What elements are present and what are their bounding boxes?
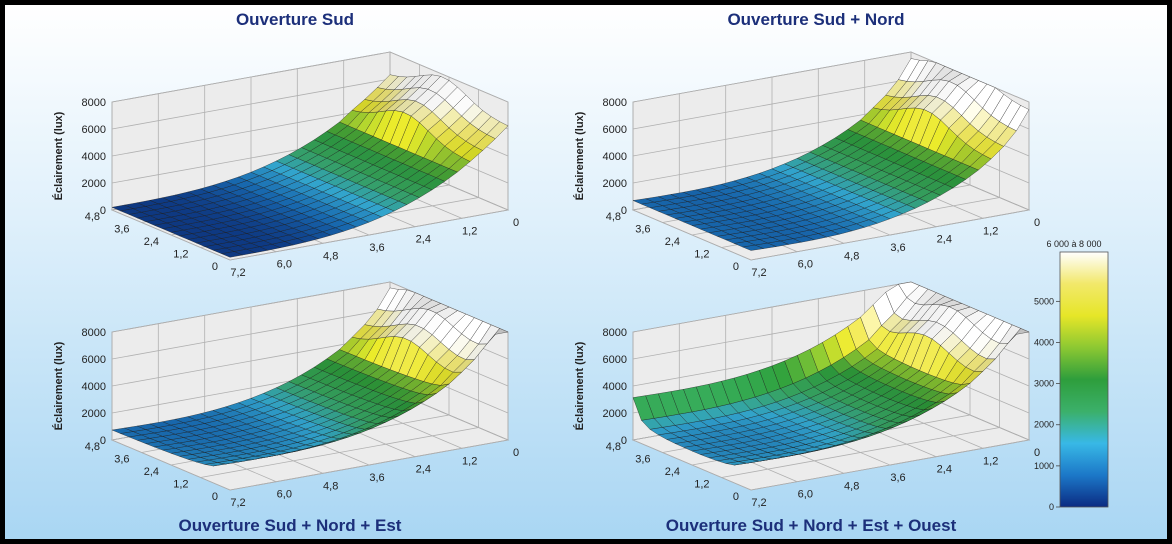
length-tick-label: 7,2 [751, 267, 766, 279]
colorbar-tick-label: 1000 [1034, 461, 1054, 471]
z-tick-label: 2000 [82, 178, 106, 190]
length-tick-label: 7,2 [751, 497, 766, 509]
chart-title: Ouverture Sud + Nord [727, 10, 904, 29]
colorbar-tick-label: 2000 [1034, 420, 1054, 430]
surface-cell [376, 74, 399, 90]
z-tick-label: 6000 [82, 354, 106, 366]
z-tick-label: 2000 [603, 408, 627, 420]
colorbar-tick-label: 0 [1049, 502, 1054, 512]
length-tick-label: 3,6 [890, 472, 905, 484]
length-tick-label: 2,4 [937, 234, 952, 246]
colorbar-tick-label: 4000 [1034, 337, 1054, 347]
length-tick-label: 0 [1034, 217, 1040, 229]
length-tick-label: 6,0 [798, 259, 813, 271]
depth-tick-label: 3,6 [114, 224, 129, 236]
length-tick-label: 6,0 [277, 489, 292, 501]
z-tick-label: 0 [100, 205, 106, 217]
depth-tick-label: 0 [212, 491, 218, 503]
length-tick-label: 3,6 [369, 242, 384, 254]
depth-tick-label: 1,2 [173, 479, 188, 491]
z-axis-label: Éclairement (lux) [573, 111, 586, 200]
surface-plot-2: 0 2000 4000 6000 8000 0 1,2 2,4 3,6 4,8 7,2 6,0 4,8 3… [573, 10, 1040, 279]
z-tick-label: 4000 [603, 151, 627, 163]
surface-cell [898, 281, 920, 298]
surface-plot-1: 0 2000 4000 6000 8000 0 1,2 2,4 3,6 4,8 7,2 6,0 4,8 3… [52, 10, 519, 279]
length-tick-label: 0 [513, 217, 519, 229]
depth-tick-label: 3,6 [635, 454, 650, 466]
length-tick-label: 2,4 [937, 464, 952, 476]
length-tick-label: 4,8 [323, 250, 338, 262]
length-tick-label: 3,6 [890, 242, 905, 254]
z-tick-label: 2000 [603, 178, 627, 190]
depth-tick-label: 3,6 [635, 224, 650, 236]
depth-tick-label: 4,8 [606, 211, 621, 223]
depth-tick-label: 1,2 [694, 479, 709, 491]
chart-title: Ouverture Sud + Nord + Est + Ouest [666, 516, 957, 535]
z-tick-label: 0 [621, 435, 627, 447]
z-tick-label: 0 [621, 205, 627, 217]
z-tick-label: 8000 [603, 327, 627, 339]
length-tick-label: 1,2 [983, 225, 998, 237]
colorbar-tick-label: 3000 [1034, 379, 1054, 389]
surface-cell [377, 287, 399, 311]
depth-tick-label: 2,4 [144, 466, 159, 478]
depth-tick-label: 4,8 [85, 441, 100, 453]
depth-tick-label: 2,4 [665, 466, 680, 478]
length-tick-label: 7,2 [230, 497, 245, 509]
z-tick-label: 6000 [82, 124, 106, 136]
length-tick-label: 6,0 [277, 259, 292, 271]
surface-mesh [111, 74, 509, 258]
length-tick-label: 0 [1034, 447, 1040, 459]
length-tick-label: 2,4 [416, 464, 431, 476]
length-tick-label: 4,8 [844, 480, 859, 492]
depth-tick-label: 0 [212, 261, 218, 273]
length-tick-label: 1,2 [462, 225, 477, 237]
surface-mesh [632, 281, 1030, 466]
length-tick-label: 0 [513, 447, 519, 459]
depth-tick-label: 0 [733, 261, 739, 273]
z-axis-label: Éclairement (lux) [52, 111, 65, 200]
depth-tick-label: 3,6 [114, 454, 129, 466]
depth-tick-label: 1,2 [694, 249, 709, 261]
surface-plots-figure: 0 2000 4000 6000 8000 0 1,2 2,4 3,6 4,8 7,2 6,0 4,8 3… [52, 10, 1109, 535]
z-axis-label: Éclairement (lux) [52, 341, 65, 430]
z-tick-label: 8000 [82, 97, 106, 109]
surface-plot-3: 0 2000 4000 6000 8000 0 1,2 2,4 3,6 4,8 7,2 6,0 4,8 3… [52, 281, 519, 535]
chart-title: Ouverture Sud [236, 10, 354, 29]
colorbar: 0 1000 2000 3000 4000 5000 6 000 à 8 000 [1034, 239, 1109, 512]
surface-plot-4: 0 2000 4000 6000 8000 0 1,2 2,4 3,6 4,8 7,2 6,0 4,8 3… [573, 281, 1040, 535]
z-tick-label: 4000 [82, 151, 106, 163]
depth-tick-label: 0 [733, 491, 739, 503]
length-tick-label: 6,0 [798, 489, 813, 501]
length-tick-label: 7,2 [230, 267, 245, 279]
surface-mesh [111, 287, 509, 467]
chart-title: Ouverture Sud + Nord + Est [179, 516, 402, 535]
length-tick-label: 2,4 [416, 234, 431, 246]
z-tick-label: 0 [100, 435, 106, 447]
z-tick-label: 4000 [603, 381, 627, 393]
colorbar-top-label: 6 000 à 8 000 [1046, 239, 1101, 249]
length-tick-label: 4,8 [323, 480, 338, 492]
z-tick-label: 8000 [82, 327, 106, 339]
length-tick-label: 4,8 [844, 250, 859, 262]
depth-tick-label: 4,8 [85, 211, 100, 223]
z-axis-label: Éclairement (lux) [573, 341, 586, 430]
figure-frame: 0 2000 4000 6000 8000 0 1,2 2,4 3,6 4,8 7,2 6,0 4,8 3… [5, 5, 1167, 539]
z-tick-label: 2000 [82, 408, 106, 420]
depth-tick-label: 2,4 [665, 236, 680, 248]
z-tick-label: 6000 [603, 124, 627, 136]
length-tick-label: 1,2 [983, 455, 998, 467]
z-tick-label: 8000 [603, 97, 627, 109]
z-tick-label: 6000 [603, 354, 627, 366]
surface-mesh [632, 58, 1030, 251]
colorbar-gradient [1059, 251, 1109, 508]
length-tick-label: 3,6 [369, 472, 384, 484]
depth-tick-label: 4,8 [606, 441, 621, 453]
depth-tick-label: 2,4 [144, 236, 159, 248]
z-tick-label: 4000 [82, 381, 106, 393]
surface-cell [898, 58, 920, 82]
length-tick-label: 1,2 [462, 455, 477, 467]
colorbar-tick-label: 5000 [1034, 296, 1054, 306]
depth-tick-label: 1,2 [173, 249, 188, 261]
